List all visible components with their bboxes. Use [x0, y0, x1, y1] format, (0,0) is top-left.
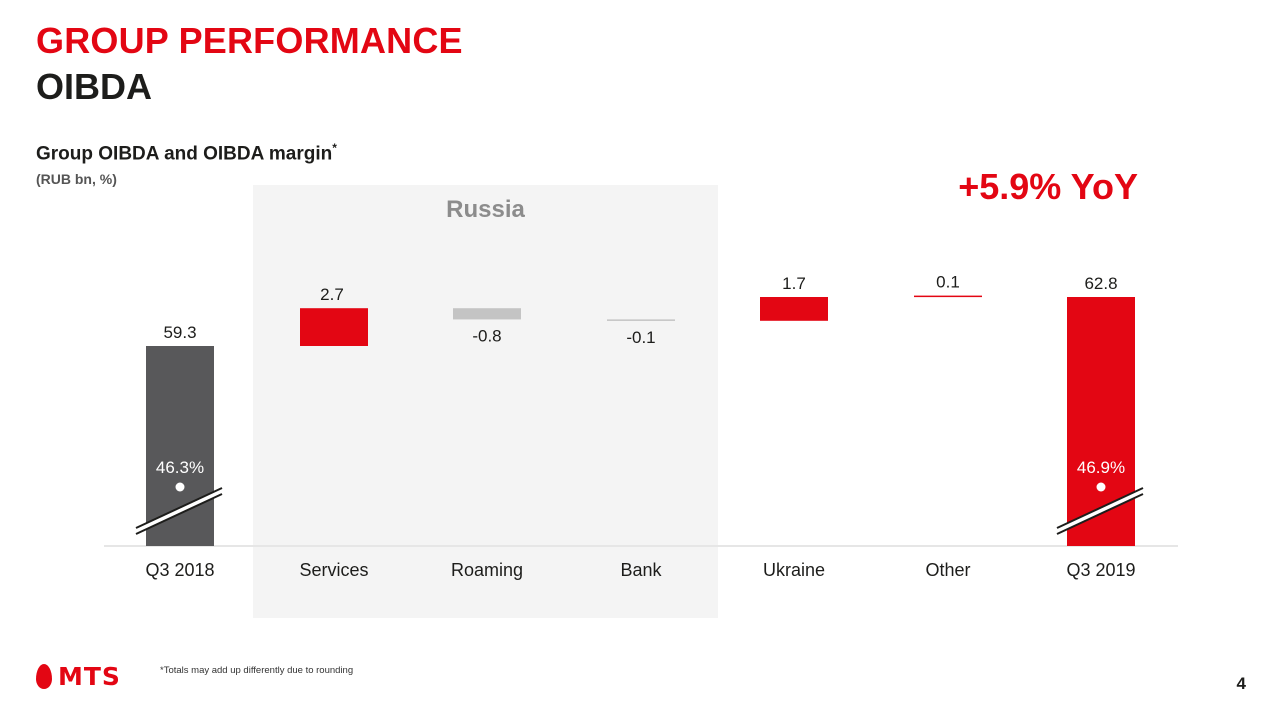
margin-dot-q3-2018	[175, 482, 185, 492]
axis-break-gap-q3-2019	[1057, 488, 1143, 534]
mts-logo: MTS	[36, 661, 121, 691]
axis-break-line-q3-2019	[1056, 487, 1144, 529]
mts-egg-icon	[36, 663, 52, 689]
footnote: *Totals may add up differently due to ro…	[160, 665, 354, 676]
category-label-roaming: Roaming	[451, 560, 523, 580]
value-label-bank: -0.1	[626, 328, 655, 347]
value-label-services: 2.7	[320, 285, 344, 304]
category-label-other: Other	[925, 560, 970, 580]
page-subtitle: OIBDA	[36, 66, 152, 107]
value-label-roaming: -0.8	[472, 326, 501, 345]
category-label-ukraine: Ukraine	[763, 560, 825, 580]
page-number: 4	[1236, 674, 1246, 693]
chart-title: Group OIBDA and OIBDA margin*	[36, 141, 337, 165]
yoy-headline: +5.9% YoY	[958, 166, 1138, 207]
chart-title-text: Group OIBDA and OIBDA margin	[36, 143, 333, 165]
category-label-q3-2018: Q3 2018	[145, 560, 214, 580]
value-label-q3-2018: 59.3	[163, 323, 196, 342]
category-label-services: Services	[299, 560, 368, 580]
bar-services	[300, 308, 368, 346]
category-label-q3-2019: Q3 2019	[1066, 560, 1135, 580]
value-label-q3-2019: 62.8	[1084, 274, 1117, 293]
value-label-other: 0.1	[936, 273, 960, 292]
bar-roaming	[453, 308, 521, 320]
value-label-ukraine: 1.7	[782, 274, 806, 293]
chart-units: (RUB bn, %)	[36, 171, 117, 187]
bar-other	[914, 295, 982, 298]
axis-break-gap-q3-2018	[136, 488, 222, 534]
russia-group-label: Russia	[446, 196, 525, 223]
margin-dot-q3-2019	[1096, 482, 1106, 492]
logo-text: MTS	[58, 661, 121, 691]
bar-bank	[607, 319, 675, 321]
margin-label-q3-2018: 46.3%	[156, 458, 204, 477]
bar-q3-2018	[146, 346, 214, 546]
bar-ukraine	[760, 297, 828, 321]
axis-break-line-q3-2018	[135, 493, 223, 535]
page-title: GROUP PERFORMANCE	[36, 20, 463, 61]
margin-label-q3-2019: 46.9%	[1077, 458, 1125, 477]
axis-break-line-q3-2019	[1056, 493, 1144, 535]
bar-q3-2019	[1067, 297, 1135, 546]
chart-title-marker: *	[332, 141, 337, 155]
category-label-bank: Bank	[620, 560, 662, 580]
axis-break-line-q3-2018	[135, 487, 223, 529]
